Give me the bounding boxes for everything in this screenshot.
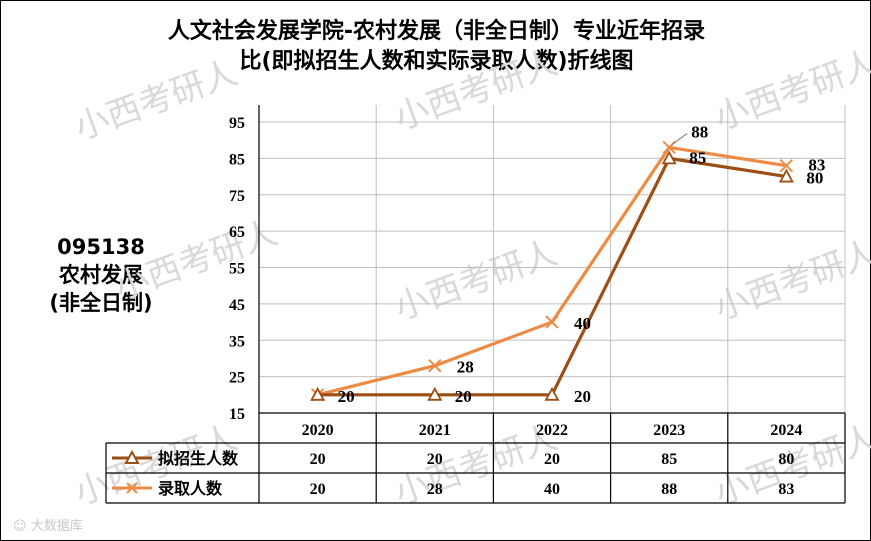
data-label: 40 [574, 314, 591, 333]
table-cell: 80 [778, 451, 794, 468]
table-cell: 40 [544, 481, 560, 498]
y-tick-label: 75 [229, 188, 245, 205]
data-label: 80 [806, 169, 823, 188]
data-label: 85 [689, 148, 706, 167]
program-code: 095138 [57, 235, 145, 259]
label-leader [671, 133, 688, 145]
x-tick-label: 2023 [653, 422, 685, 439]
table-cell: 20 [310, 481, 326, 498]
brand-text: 大数据库 [30, 519, 83, 534]
table-cell: 20 [310, 451, 326, 468]
table-cell: 83 [778, 481, 794, 498]
x-tick-label: 2024 [770, 422, 802, 439]
x-axis-ticks: 2020 2021 2022 2023 2024 [302, 422, 803, 439]
chart-title-line1: 人文社会发展学院-农村发展（非全日制）专业近年招录 [167, 19, 706, 44]
y-tick-label: 95 [229, 115, 245, 132]
y-tick-label: 45 [229, 297, 245, 314]
table-cell: 20 [544, 451, 560, 468]
y-tick-label: 35 [229, 333, 245, 350]
program-mode: (非全日制) [49, 291, 153, 315]
brand-logo: ☺ 大数据库 [13, 515, 83, 534]
brand-icon: ☺ [13, 519, 31, 534]
legend-label: 录取人数 [158, 479, 223, 498]
data-label: 20 [338, 387, 355, 406]
data-point [428, 359, 442, 373]
y-tick-label: 15 [229, 406, 245, 423]
table-cell: 88 [661, 481, 677, 498]
data-point [544, 386, 560, 401]
series-line [317, 156, 787, 397]
y-tick-label: 55 [229, 261, 245, 278]
data-point [779, 158, 794, 173]
watermark-text: 小西考研人 [710, 45, 871, 138]
watermark-text: 小西考研人 [70, 55, 242, 148]
program-name: 农村发展 [59, 263, 143, 287]
data-label: 83 [808, 156, 825, 175]
chart-title: 人文社会发展学院-农村发展（非全日制）专业近年招录 比(即拟招生人数和实际录取人… [1, 17, 870, 77]
data-label: 20 [574, 387, 591, 406]
table-cell: 28 [427, 481, 443, 498]
y-axis-ticks: 95 85 75 65 55 45 35 25 15 [229, 115, 245, 423]
y-tick-label: 65 [229, 224, 245, 241]
table-cell: 85 [661, 451, 677, 468]
x-tick-label: 2022 [536, 422, 568, 439]
data-label: 28 [457, 358, 474, 377]
program-label: 095138 农村发展 (非全日制) [41, 233, 161, 317]
data-point [310, 386, 326, 401]
data-labels: 20 20 20 85 80 28 40 88 83 [338, 122, 826, 405]
watermark-text: 小西考研人 [390, 45, 562, 138]
data-point [661, 150, 677, 165]
chart-title-line2: 比(即拟招生人数和实际录取人数)折线图 [239, 49, 634, 74]
data-point [778, 168, 794, 183]
x-tick-label: 2021 [419, 422, 451, 439]
y-tick-label: 25 [229, 370, 245, 387]
data-point [545, 315, 559, 329]
x-tick-label: 2020 [302, 422, 334, 439]
series-layer [310, 140, 794, 402]
legend-marker [124, 449, 140, 464]
watermark-text: 小西考研人 [390, 235, 562, 328]
data-point [427, 386, 443, 401]
y-tick-label: 85 [229, 151, 245, 168]
watermark-text: 小西考研人 [110, 215, 282, 308]
table-cell: 20 [427, 451, 443, 468]
legend-marker [126, 482, 138, 494]
watermark-text: 小西考研人 [710, 235, 871, 328]
data-label: 88 [691, 122, 708, 141]
data-label: 20 [455, 387, 472, 406]
legend-label: 拟招生人数 [158, 449, 239, 468]
